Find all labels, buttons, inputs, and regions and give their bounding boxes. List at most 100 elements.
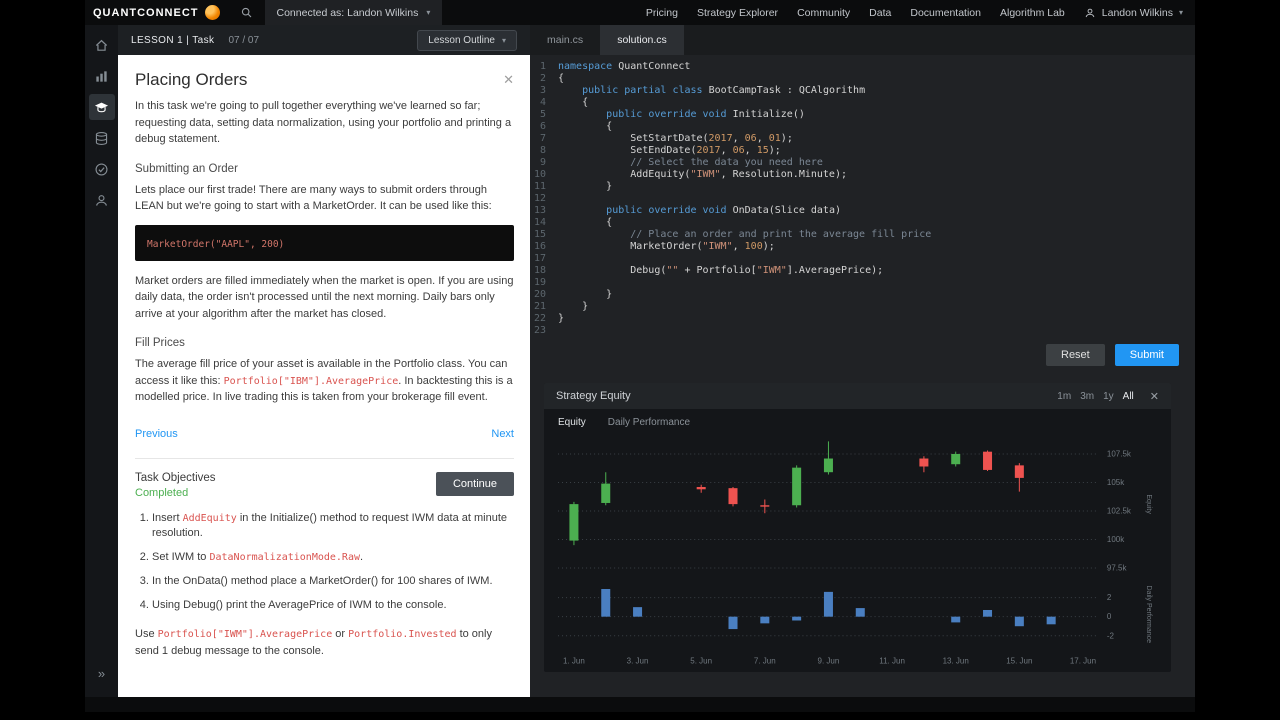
text-segment: Set IWM to — [152, 551, 210, 564]
topbar-link-algorithm-lab[interactable]: Algorithm Lab — [999, 6, 1065, 19]
svg-text:Daily Performance: Daily Performance — [1145, 586, 1152, 644]
svg-text:15. Jun: 15. Jun — [1006, 656, 1032, 665]
svg-text:97.5k: 97.5k — [1107, 563, 1128, 572]
range-button-3m[interactable]: 3m — [1080, 390, 1095, 402]
code-line: 6 { — [539, 121, 613, 132]
lesson-content: Placing Orders ✕ In this task we're goin… — [118, 55, 530, 697]
code-line: 5 public override void Initialize() — [539, 109, 805, 120]
svg-text:9. Jun: 9. Jun — [818, 656, 840, 665]
text-segment: Insert — [152, 511, 183, 524]
objective-item: Set IWM to DataNormalizationMode.Raw. — [152, 550, 514, 566]
topbar-link-strategy-explorer[interactable]: Strategy Explorer — [696, 6, 779, 19]
text-segment: The average fill price of your asset is … — [135, 358, 508, 387]
fill-prices-heading: Fill Prices — [135, 337, 185, 349]
lesson-panel: LESSON 1 | Task 07 / 07 Lesson Outline ▾… — [118, 25, 530, 697]
user-menu[interactable]: Landon Wilkins ▾ — [1084, 7, 1183, 19]
topbar-link-community[interactable]: Community — [797, 6, 851, 19]
close-lesson-icon[interactable]: ✕ — [503, 72, 514, 87]
sidebar-item-data[interactable] — [89, 125, 115, 151]
fill-prices-body: The average fill price of your asset is … — [135, 356, 514, 406]
sidebar-item-projects[interactable] — [89, 63, 115, 89]
code-line: 4 { — [539, 97, 589, 108]
market-orders-note: Market orders are filled immediately whe… — [135, 274, 514, 320]
account-icon — [96, 194, 107, 206]
svg-text:102.5k: 102.5k — [1107, 506, 1132, 515]
lesson-outline-label: Lesson Outline — [428, 34, 495, 46]
lesson-label: LESSON 1 | Task — [131, 34, 215, 46]
inline-code-link[interactable]: Portfolio["IWM"].AveragePrice — [157, 629, 333, 641]
lesson-progress: 07 / 07 — [228, 34, 260, 46]
objective-item: Insert AddEquity in the Initialize() met… — [152, 511, 514, 543]
range-button-1y[interactable]: 1y — [1103, 390, 1114, 402]
bottom-bar — [85, 697, 1195, 712]
learn-icon — [94, 102, 109, 112]
svg-text:-2: -2 — [1107, 631, 1115, 640]
projects-icon — [96, 70, 107, 82]
inline-code-link[interactable]: AddEquity — [182, 512, 237, 524]
svg-text:105k: 105k — [1107, 478, 1125, 487]
submitting-order-heading: Submitting an Order — [135, 162, 238, 175]
code-line: 11 } — [533, 181, 613, 192]
editor-panel: main.cs solution.cs 1 namespace QuantConne… — [530, 25, 1195, 697]
lesson-outline-button[interactable]: Lesson Outline ▾ — [417, 29, 517, 51]
next-link[interactable]: Next — [491, 427, 514, 440]
code-line: 8 SetEndDate(2017, 06, 15); — [539, 145, 781, 156]
icon-sidebar: » — [85, 25, 118, 697]
topbar-link-pricing[interactable]: Pricing — [645, 6, 678, 19]
sidebar-item-home[interactable] — [89, 32, 115, 58]
inline-code-link[interactable]: DataNormalizationMode.Raw — [209, 552, 360, 564]
quantconnect-logo-icon — [204, 5, 220, 20]
sidebar-item-learn[interactable] — [88, 94, 115, 120]
code-line: 2{ — [539, 73, 565, 84]
sidebar-item-account[interactable] — [89, 187, 115, 213]
text-segment: . In backtesting this is a modelled pric… — [135, 374, 513, 404]
range-button-All[interactable]: All — [1122, 390, 1134, 402]
quantconnect-logo[interactable]: QUANTCONNECT — [93, 5, 220, 20]
strategy-chart[interactable]: 107.5k 105k 102.5k 100k 97.5k 2 0 -2 1. Jun 3. Ju… — [544, 430, 1171, 672]
continue-button[interactable]: Continue — [435, 471, 514, 496]
editor-tab-solution.cs[interactable]: solution.cs — [600, 25, 684, 55]
sidebar-expand-icon[interactable]: » — [97, 666, 106, 681]
search-icon[interactable] — [240, 6, 253, 19]
code-line: 18 Debug("" + Portfolio["IWM"].AveragePr… — [533, 265, 884, 276]
code-editor[interactable]: 1 namespace QuantConnect 2{3 public partia… — [530, 55, 1195, 337]
legend-daily-performance[interactable]: Daily Performance — [607, 417, 691, 428]
sidebar-item-tasks[interactable] — [89, 156, 115, 182]
code-line: 13 public override void OnData(Slice dat… — [533, 205, 841, 216]
topbar-link-data[interactable]: Data — [869, 6, 892, 19]
code-line: 22} — [533, 313, 565, 324]
code-line: 9 // Select the data you need here — [539, 157, 823, 168]
code-line: 10 AddEquity("IWM", Resolution.Minute); — [533, 169, 847, 180]
svg-text:13. Jun: 13. Jun — [943, 656, 969, 665]
inline-code-link[interactable]: Portfolio["IBM"].AveragePrice — [223, 375, 399, 387]
range-button-1m[interactable]: 1m — [1057, 390, 1072, 402]
connected-as-dropdown[interactable]: Connected as: Landon Wilkins ▾ — [264, 0, 443, 25]
objectives-title: Task Objectives — [135, 471, 216, 484]
topbar-link-documentation[interactable]: Documentation — [910, 6, 981, 19]
inline-code-link[interactable]: Portfolio.Invested — [348, 629, 457, 641]
legend-equity[interactable]: Equity — [558, 417, 586, 428]
strategy-chart-svg: 107.5k 105k 102.5k 100k 97.5k 2 0 -2 1. Jun 3. Ju… — [558, 441, 1152, 665]
previous-link[interactable]: Previous — [135, 427, 178, 440]
code-line: 3 public partial class BootCampTask : QC… — [539, 85, 866, 96]
submit-button[interactable]: Submit — [1114, 344, 1179, 366]
reset-button[interactable]: Reset — [1046, 344, 1105, 366]
code-line: 20 } — [533, 289, 613, 300]
lesson-pagination: Previous Next — [135, 428, 514, 440]
connected-as-label: Connected as: Landon Wilkins — [276, 6, 419, 19]
text-segment: in the Initialize() method to request IW… — [152, 511, 508, 540]
code-line: 16 MarketOrder("IWM", 100); — [533, 241, 775, 252]
main-content: » LESSON 1 | Task 07 / 07 Lesson Outline… — [85, 25, 1195, 697]
lesson-header: LESSON 1 | Task 07 / 07 Lesson Outline ▾ — [118, 25, 530, 55]
code-line: 23 — [533, 325, 546, 336]
lesson-intro: In this task we're going to pull togethe… — [135, 100, 512, 145]
top-navigation-bar: QUANTCONNECT Connected as: Landon Wilkin… — [85, 0, 1195, 25]
logo-text: QUANTCONNECT — [93, 6, 199, 19]
svg-text:7. Jun: 7. Jun — [754, 656, 776, 665]
close-chart-icon[interactable]: ✕ — [1149, 390, 1159, 403]
editor-tab-main.cs[interactable]: main.cs — [547, 34, 584, 46]
strategy-panel-title: Strategy Equity — [556, 390, 631, 402]
objectives-footnote: Use Portfolio["IWM"].AveragePrice or Por… — [135, 626, 514, 659]
code-line: 17 — [533, 253, 546, 264]
